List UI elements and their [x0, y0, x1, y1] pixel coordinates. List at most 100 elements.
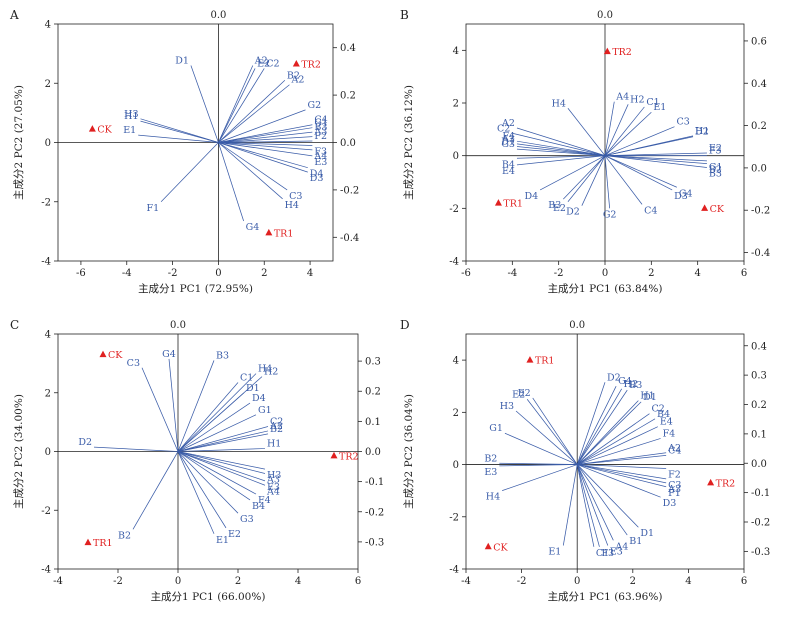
loading-label: D3	[663, 498, 677, 509]
top-axis-label: 0.0	[569, 320, 585, 331]
loading-label: E2	[518, 388, 531, 399]
loading-label: C4	[668, 445, 681, 456]
loading-vector-a2	[177, 430, 269, 452]
loading-vector-a4	[177, 451, 266, 486]
loading-vector-b1	[576, 464, 628, 536]
loading-label: H4	[552, 98, 566, 109]
right-tick-label: -0.4	[751, 248, 770, 259]
loading-label: A2	[254, 55, 268, 66]
x-tick-label: 0	[602, 268, 608, 279]
loading-label: D1	[640, 528, 654, 539]
loading-label: A3	[266, 475, 280, 486]
loading-vector-f1	[577, 464, 667, 488]
x-tick-label: 0	[175, 576, 181, 587]
y-tick-label: -4	[449, 565, 459, 576]
loading-label: A4	[614, 541, 628, 552]
loading-vector-d1	[576, 401, 642, 465]
x-tick-label: 2	[630, 576, 636, 587]
loading-label: G2	[603, 209, 617, 220]
loading-label: E2	[257, 58, 270, 69]
sample-label: TR2	[301, 59, 321, 70]
loading-label: G3	[501, 139, 515, 150]
loading-vector-h3	[140, 118, 219, 143]
loading-vector-h1	[177, 448, 266, 452]
loading-label: H2	[264, 367, 278, 378]
x-tick-label: -4	[53, 576, 63, 587]
loading-vector-e3	[177, 451, 266, 482]
loading-vector-f4	[577, 438, 661, 465]
loading-vector-h1	[576, 400, 639, 465]
loading-vector-g1	[604, 155, 707, 162]
loading-vector-g2	[604, 155, 611, 209]
loading-label: E2	[228, 529, 241, 540]
loading-vector-c1	[604, 106, 645, 156]
y-axis-title: 主成分2 PC2 (27.05%)	[13, 85, 25, 200]
loading-label: D1	[643, 392, 657, 403]
loading-vector-a2	[516, 127, 606, 157]
loading-label: G4	[618, 376, 632, 387]
loading-vector-e1	[138, 134, 219, 143]
loading-label: D3	[674, 191, 688, 202]
loading-label: C1	[240, 372, 253, 383]
loading-label: H4	[486, 492, 500, 503]
loading-vector-a4	[218, 142, 313, 151]
loading-vector-d4	[539, 155, 606, 191]
loading-vector-g2	[218, 109, 306, 143]
loading-label: G4	[162, 349, 176, 360]
loading-vector-e2	[532, 397, 578, 465]
loading-vector-a2	[218, 84, 290, 143]
x-tick-label: 2	[648, 268, 654, 279]
loading-label: E1	[548, 547, 561, 558]
x-tick-label: -2	[517, 576, 527, 587]
right-tick-label: 0.0	[365, 447, 381, 458]
x-tick-label: -2	[168, 268, 178, 279]
loading-label: C4	[644, 205, 657, 216]
x-tick-label: 4	[694, 268, 700, 279]
y-tick-label: 4	[45, 20, 51, 31]
sample-point-ck	[99, 350, 107, 358]
loading-label: E1	[123, 125, 136, 136]
y-tick-label: -4	[41, 257, 51, 268]
loading-vector-h4	[567, 108, 606, 156]
loading-vector-g4	[218, 142, 244, 222]
y-tick-label: -2	[449, 204, 459, 215]
loading-label: A4	[615, 92, 629, 103]
loading-vector-h1	[140, 120, 219, 143]
x-tick-label: -4	[507, 268, 517, 279]
loading-label: B4	[657, 409, 670, 420]
loading-label: H2	[630, 94, 644, 105]
sample-point-ck	[484, 542, 492, 550]
right-tick-label: 0.4	[751, 341, 767, 352]
loading-vector-c1	[576, 464, 595, 547]
loading-vector-c3	[218, 142, 288, 191]
loading-vector-d3	[604, 155, 673, 191]
panel-c: C 0.0 -4 -2 0 2 4 6 -4 -2 0 2 4 -0.3 -0.2 -0.1 0.0 0.1 0.2…	[10, 318, 384, 603]
loading-vector-a3	[577, 464, 667, 484]
loading-vector-b2	[218, 80, 286, 143]
y-tick-label: 0	[453, 460, 459, 471]
loading-label: C3	[289, 191, 302, 202]
sample-label: TR1	[274, 228, 294, 239]
x-tick-label: 4	[685, 576, 691, 587]
loading-vector-g3	[516, 148, 606, 157]
loading-vector-b2	[604, 155, 707, 164]
y-tick-label: -2	[41, 197, 51, 208]
loading-vector-g4	[576, 386, 617, 465]
loading-vector-d2	[581, 155, 606, 206]
loading-vector-f1	[160, 142, 219, 203]
sample-label: TR2	[716, 478, 736, 489]
loading-vector-d4	[177, 402, 251, 452]
loading-vector-d3	[218, 142, 308, 173]
x-tick-label: 0	[574, 576, 580, 587]
sample-label: TR1	[535, 356, 555, 367]
right-tick-label: -0.1	[365, 477, 384, 488]
top-axis-label: 0.0	[597, 10, 613, 21]
loading-label: D4	[310, 169, 324, 180]
loading-vector-b3	[218, 131, 313, 143]
loading-label: D1	[246, 383, 260, 394]
top-axis-label: 0.0	[170, 320, 186, 331]
loading-vector-e2	[218, 68, 256, 143]
loading-vector-e3	[218, 142, 313, 157]
loading-label: G2	[308, 100, 322, 111]
top-axis-label: 0.0	[210, 10, 226, 21]
